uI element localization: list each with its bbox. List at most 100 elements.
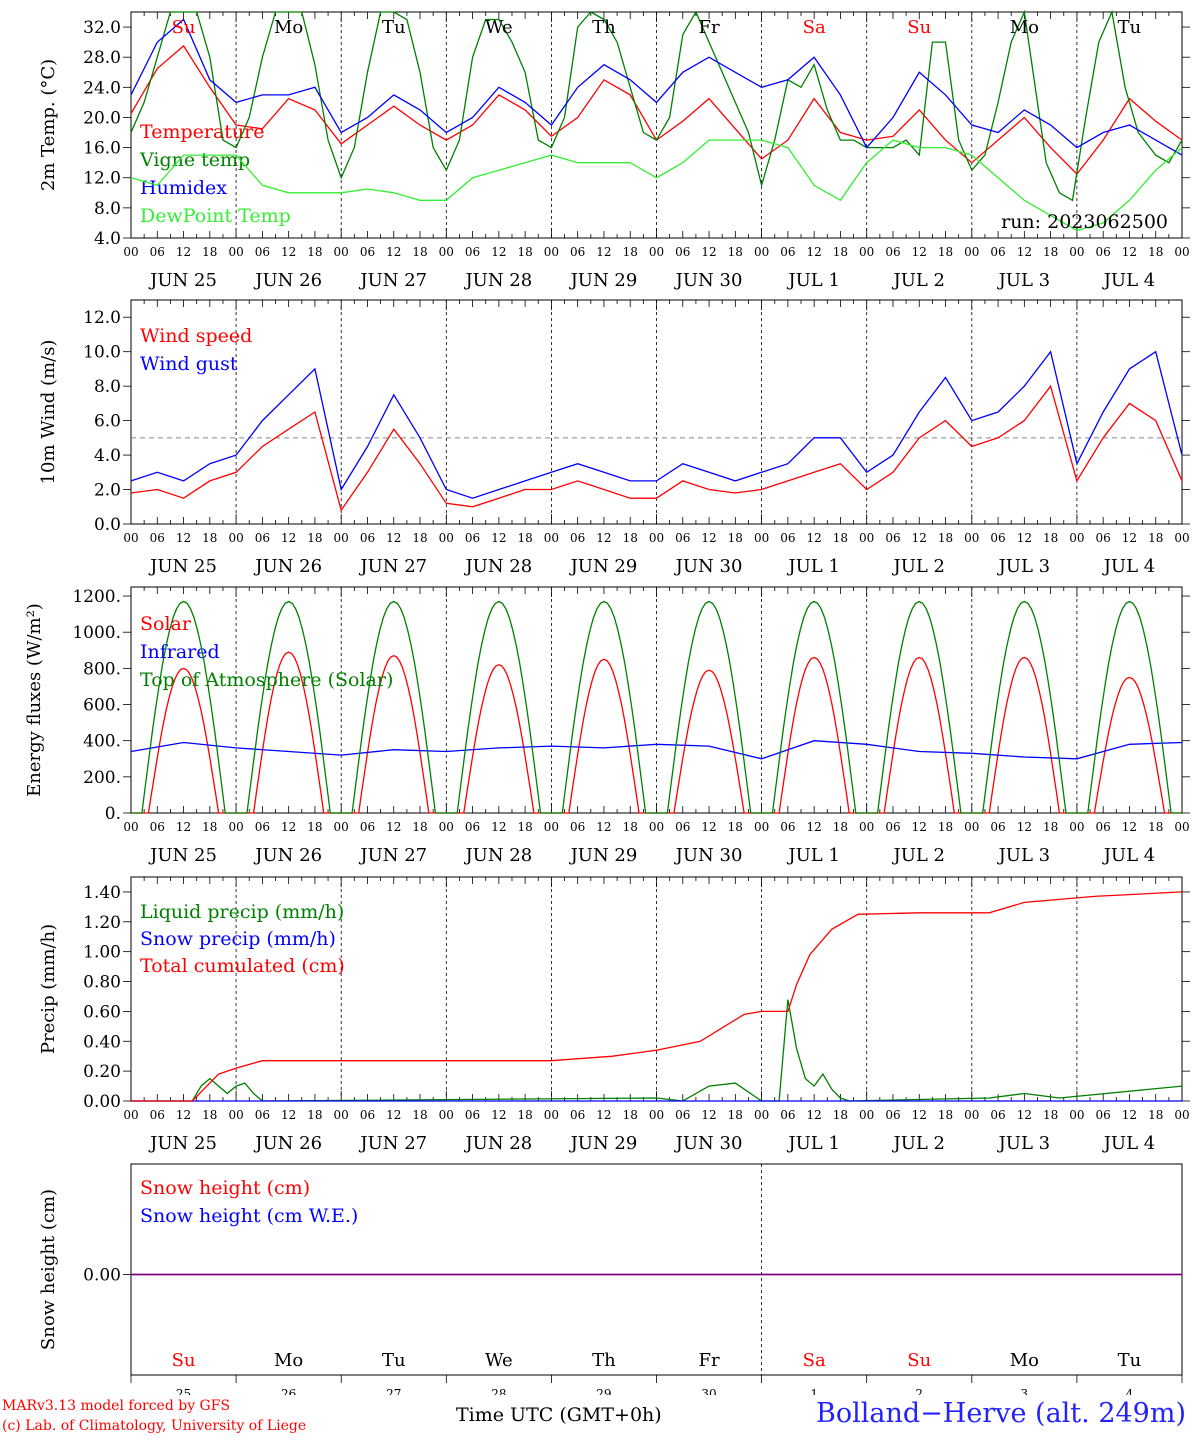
precip-hour-label: 00: [544, 1108, 559, 1122]
wind-date-label: JUN 28: [463, 556, 532, 577]
precip-hour-label: 12: [281, 1108, 296, 1122]
energy-y-tick-label: 1000.: [72, 623, 121, 643]
top-day-name: Su: [907, 17, 931, 38]
precip-hour-label: 06: [1096, 1108, 1111, 1122]
top-day-name: Mo: [274, 17, 303, 38]
energy-hour-label: 00: [754, 820, 769, 834]
temperature-date-label: JUN 25: [148, 270, 217, 291]
top-day-name: Sa: [803, 17, 826, 38]
energy-hour-label: 06: [150, 820, 165, 834]
precip-hour-label: 06: [255, 1108, 270, 1122]
temperature-date-label: JUN 26: [253, 270, 322, 291]
precip-legend-entry: Snow precip (mm/h): [140, 928, 336, 950]
run-label: run: 2023062500: [1001, 211, 1168, 233]
precip-hour-label: 00: [228, 1108, 243, 1122]
precip-legend-entry: Total cumulated (cm): [140, 955, 345, 977]
wind-hour-label: 00: [1069, 531, 1084, 545]
temperature-y-tick-label: 20.0: [83, 108, 121, 128]
precip-hour-label: 00: [123, 1108, 138, 1122]
snow-y-tick-label: 0.00: [83, 1266, 121, 1286]
wind-series-wind-gust: [130, 350, 1183, 499]
temperature-hour-label: 12: [596, 245, 611, 259]
temperature-y-tick-label: 28.0: [83, 48, 121, 68]
wind-hour-label: 12: [1017, 531, 1032, 545]
precip-hour-label: 18: [1043, 1108, 1058, 1122]
precip-hour-label: 12: [386, 1108, 401, 1122]
wind-hour-label: 12: [386, 531, 401, 545]
energy-hour-label: 12: [491, 820, 506, 834]
precip-date-label: JUL 3: [997, 1133, 1051, 1154]
wind-hour-label: 06: [570, 531, 585, 545]
snow-day-name: Mo: [1010, 1350, 1039, 1371]
energy-hour-label: 18: [728, 820, 743, 834]
temperature-y-tick-label: 4.0: [94, 229, 121, 249]
temperature-hour-label: 00: [859, 245, 874, 259]
precip-hour-label: 12: [1122, 1108, 1137, 1122]
wind-date-label: JUN 27: [358, 556, 427, 577]
precip-y-tick-label: 0.80: [83, 973, 121, 993]
snow-day-name: Fr: [699, 1350, 720, 1371]
energy-hour-label: 12: [386, 820, 401, 834]
precip-series-total-cumulated-cm-: [131, 891, 1183, 1102]
temperature-hour-label: 06: [255, 245, 270, 259]
wind-hour-label: 00: [649, 531, 664, 545]
credit-lab: (c) Lab. of Climatology, University of L…: [2, 1418, 307, 1434]
energy-hour-label: 18: [623, 820, 638, 834]
temperature-date-label: JUL 3: [997, 270, 1051, 291]
temperature-y-tick-label: 8.0: [94, 199, 121, 219]
energy-hour-label: 00: [1069, 820, 1084, 834]
temperature-legend-entry: DewPoint Temp: [140, 205, 291, 227]
precip-legend-entry: Liquid precip (mm/h): [140, 901, 344, 923]
temperature-hour-label: 06: [465, 245, 480, 259]
precip-date-label: JUN 26: [253, 1133, 322, 1154]
temperature-hour-label: 06: [885, 245, 900, 259]
snow-day-name: Tu: [382, 1350, 406, 1371]
wind-hour-label: 12: [281, 531, 296, 545]
bottom-day-number: 29: [596, 1387, 611, 1395]
energy-y-tick-label: 400.: [83, 732, 121, 752]
temperature-hour-label: 18: [833, 245, 848, 259]
wind-hour-label: 00: [334, 531, 349, 545]
energy-date-label: JUL 1: [786, 845, 840, 866]
wind-hour-label: 00: [964, 531, 979, 545]
temperature-y-tick-label: 32.0: [83, 18, 121, 38]
temperature-hour-label: 12: [1122, 245, 1137, 259]
wind-hour-label: 12: [491, 531, 506, 545]
bottom-day-number: 2: [915, 1387, 923, 1395]
precip-hour-label: 12: [176, 1108, 191, 1122]
top-day-name: Su: [172, 17, 196, 38]
temperature-hour-label: 18: [1148, 245, 1163, 259]
precip-hour-label: 00: [439, 1108, 454, 1122]
wind-date-label: JUL 1: [786, 556, 840, 577]
temperature-hour-label: 00: [964, 245, 979, 259]
precip-hour-label: 00: [1174, 1108, 1189, 1122]
precip-date-label: JUN 30: [674, 1133, 743, 1154]
energy-date-label: JUN 27: [358, 845, 427, 866]
precip-hour-label: 12: [807, 1108, 822, 1122]
energy-hour-label: 12: [1122, 820, 1137, 834]
temperature-hour-label: 12: [912, 245, 927, 259]
temperature-hour-label: 18: [938, 245, 953, 259]
wind-y-tick-label: 10.0: [83, 343, 121, 363]
temperature-y-tick-label: 12.0: [83, 169, 121, 189]
bottom-day-number: 4: [1126, 1387, 1134, 1395]
energy-date-label: JUN 26: [253, 845, 322, 866]
precip-hour-label: 12: [596, 1108, 611, 1122]
temperature-date-label: JUN 28: [463, 270, 532, 291]
snow-day-name: Th: [592, 1350, 616, 1371]
precip-y-axis-label: Precip (mm/h): [38, 924, 59, 1054]
wind-date-label: JUN 26: [253, 556, 322, 577]
precip-hour-label: 18: [1148, 1108, 1163, 1122]
precip-date-label: JUL 2: [891, 1133, 945, 1154]
precip-date-label: JUN 29: [569, 1133, 638, 1154]
wind-hour-label: 18: [307, 531, 322, 545]
energy-hour-label: 00: [123, 820, 138, 834]
temperature-series-vigne-temp: [130, 9, 1183, 202]
wind-date-label: JUN 30: [674, 556, 743, 577]
energy-hour-label: 18: [412, 820, 427, 834]
temperature-hour-label: 06: [990, 245, 1005, 259]
temperature-date-label: JUL 4: [1102, 270, 1156, 291]
temperature-hour-label: 00: [228, 245, 243, 259]
wind-date-label: JUL 2: [891, 556, 945, 577]
energy-y-tick-label: 800.: [83, 659, 121, 679]
